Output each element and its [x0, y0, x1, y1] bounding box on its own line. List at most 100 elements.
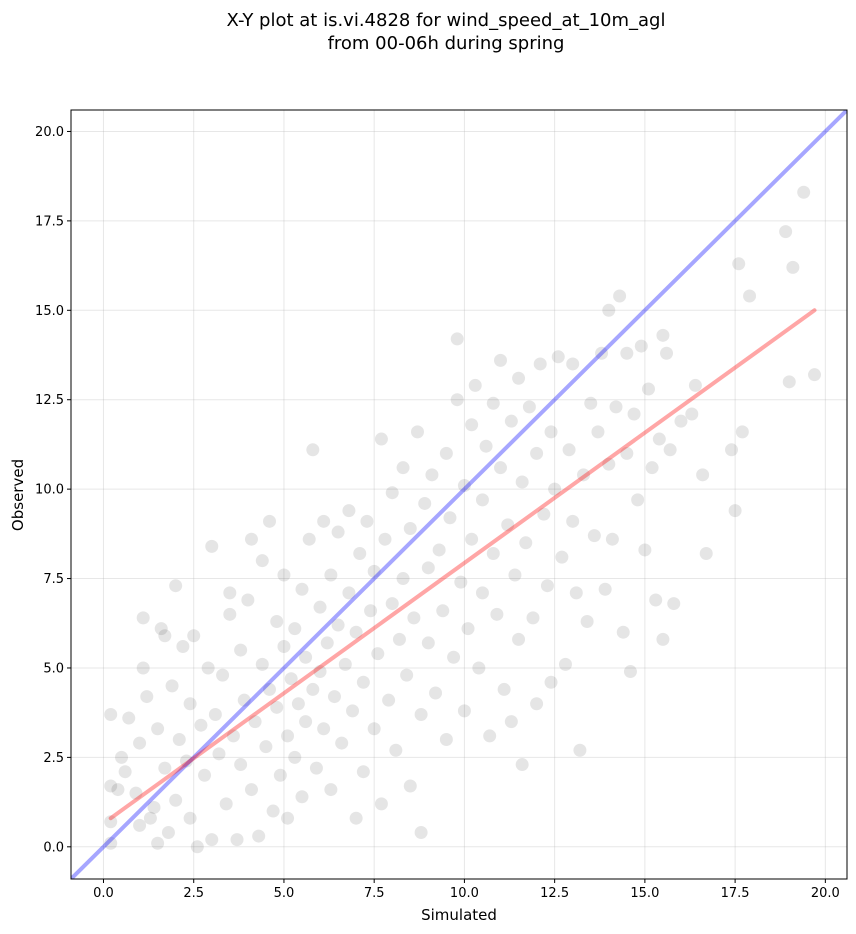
y-tick-label: 17.5 — [35, 214, 64, 229]
scatter-point — [313, 600, 327, 614]
scatter-point — [461, 622, 475, 636]
scatter-point — [154, 622, 168, 636]
scatter-point — [349, 625, 363, 639]
y-tick-label: 5.0 — [43, 661, 64, 676]
scatter-point — [183, 811, 197, 825]
scatter-point — [808, 368, 822, 382]
scatter-point — [115, 750, 129, 764]
scatter-point — [620, 446, 634, 460]
scatter-point — [663, 443, 677, 457]
scatter-point — [587, 529, 601, 543]
scatter-point — [602, 303, 616, 317]
scatter-point — [216, 668, 230, 682]
scatter-point — [616, 625, 630, 639]
scatter-point — [356, 765, 370, 779]
scatter-point — [660, 346, 674, 360]
scatter-point — [208, 707, 222, 721]
scatter-point — [270, 614, 284, 628]
scatter-point — [367, 722, 381, 736]
scatter-point — [212, 747, 226, 761]
scatter-point — [494, 353, 508, 367]
y-tick-label: 2.5 — [43, 751, 64, 766]
scatter-point — [443, 511, 457, 525]
scatter-point — [699, 547, 713, 561]
scatter-point — [667, 597, 681, 611]
scatter-point — [198, 768, 212, 782]
scatter-point — [486, 547, 500, 561]
scatter-point — [248, 715, 262, 729]
scatter-point — [421, 636, 435, 650]
scatter-point — [385, 486, 399, 500]
x-tick-label: 17.5 — [721, 886, 750, 901]
scatter-point — [371, 647, 385, 661]
scatter-point — [432, 543, 446, 557]
scatter-point — [324, 783, 338, 797]
scatter-point — [255, 657, 269, 671]
scatter-point — [349, 811, 363, 825]
scatter-point — [295, 790, 309, 804]
scatter-point — [475, 586, 489, 600]
scatter-point — [143, 811, 157, 825]
scatter-point — [540, 579, 554, 593]
scatter-point — [169, 579, 183, 593]
plot-frame — [70, 109, 848, 880]
scatter-point — [519, 536, 533, 550]
x-tick-label: 5.0 — [274, 886, 295, 901]
scatter-point — [418, 496, 432, 510]
scatter-point — [696, 468, 710, 482]
scatter-point — [382, 693, 396, 707]
y-tick-label: 12.5 — [35, 393, 64, 408]
y-axis-label: Observed — [9, 459, 27, 531]
scatter-point — [782, 375, 796, 389]
chart-title-line-2: from 00-06h during spring — [328, 33, 565, 54]
scatter-point — [475, 493, 489, 507]
scatter-point — [577, 468, 591, 482]
scatter-point — [685, 407, 699, 421]
reference-lines — [71, 110, 847, 879]
scatter-points — [104, 185, 822, 854]
scatter-point — [396, 461, 410, 475]
scatter-point — [263, 514, 277, 528]
scatter-point — [512, 632, 526, 646]
scatter-point — [447, 650, 461, 664]
scatter-point — [385, 597, 399, 611]
scatter-point — [591, 425, 605, 439]
scatter-point — [486, 396, 500, 410]
scatter-point — [104, 815, 118, 829]
scatter-point — [367, 564, 381, 578]
scatter-point — [609, 400, 623, 414]
scatter-point — [255, 554, 269, 568]
scatter-point — [410, 425, 424, 439]
scatter-point — [342, 504, 356, 518]
scatter-point — [104, 707, 118, 721]
scatter-point — [291, 697, 305, 711]
scatter-point — [439, 733, 453, 747]
scatter-point — [797, 185, 811, 199]
scatter-point — [237, 693, 251, 707]
scatter-point — [118, 765, 132, 779]
scatter-point — [504, 715, 518, 729]
scatter-point — [190, 840, 204, 854]
scatter-point — [645, 461, 659, 475]
scatter-point — [374, 797, 388, 811]
scatter-point — [508, 568, 522, 582]
scatter-point — [335, 736, 349, 750]
scatter-point — [450, 332, 464, 346]
scatter-point — [479, 439, 493, 453]
scatter-point — [403, 779, 417, 793]
scatter-point — [194, 718, 208, 732]
scatter-point — [786, 260, 800, 274]
scatter-point — [396, 572, 410, 586]
scatter-point — [569, 586, 583, 600]
scatter-point — [490, 607, 504, 621]
scatter-point — [295, 582, 309, 596]
scatter-point — [252, 829, 266, 843]
scatter-point — [111, 783, 125, 797]
scatter-point — [136, 611, 150, 625]
scatter-point — [374, 432, 388, 446]
scatter-point — [324, 568, 338, 582]
scatter-point — [732, 257, 746, 271]
scatter-point — [649, 593, 663, 607]
scatter-point — [161, 826, 175, 840]
scatter-point — [656, 328, 670, 342]
